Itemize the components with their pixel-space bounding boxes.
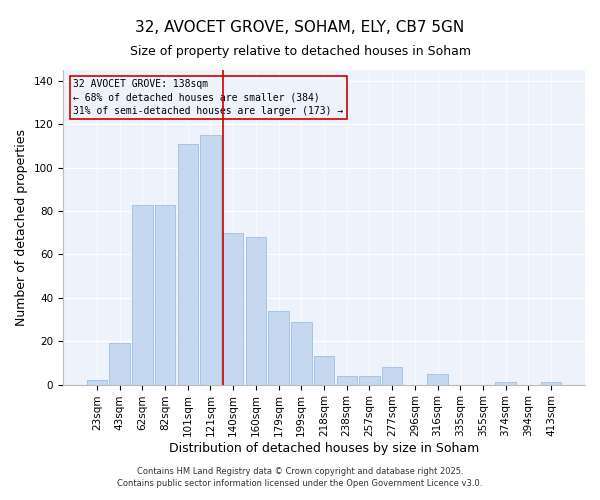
Bar: [496, 382, 516, 384]
X-axis label: Distribution of detached houses by size in Soham: Distribution of detached houses by size …: [169, 442, 479, 455]
Bar: [155, 204, 175, 384]
Bar: [359, 376, 380, 384]
Bar: [223, 232, 244, 384]
Bar: [314, 356, 334, 384]
Bar: [200, 135, 221, 384]
Bar: [541, 382, 561, 384]
Text: 32 AVOCET GROVE: 138sqm
← 68% of detached houses are smaller (384)
31% of semi-d: 32 AVOCET GROVE: 138sqm ← 68% of detache…: [73, 80, 344, 116]
Bar: [337, 376, 357, 384]
Bar: [132, 204, 152, 384]
Text: 32, AVOCET GROVE, SOHAM, ELY, CB7 5GN: 32, AVOCET GROVE, SOHAM, ELY, CB7 5GN: [136, 20, 464, 35]
Bar: [268, 311, 289, 384]
Y-axis label: Number of detached properties: Number of detached properties: [15, 129, 28, 326]
Bar: [291, 322, 311, 384]
Text: Contains HM Land Registry data © Crown copyright and database right 2025.
Contai: Contains HM Land Registry data © Crown c…: [118, 466, 482, 487]
Bar: [427, 374, 448, 384]
Bar: [178, 144, 198, 384]
Bar: [245, 237, 266, 384]
Bar: [109, 344, 130, 384]
Bar: [382, 367, 403, 384]
Text: Size of property relative to detached houses in Soham: Size of property relative to detached ho…: [130, 45, 470, 58]
Bar: [87, 380, 107, 384]
